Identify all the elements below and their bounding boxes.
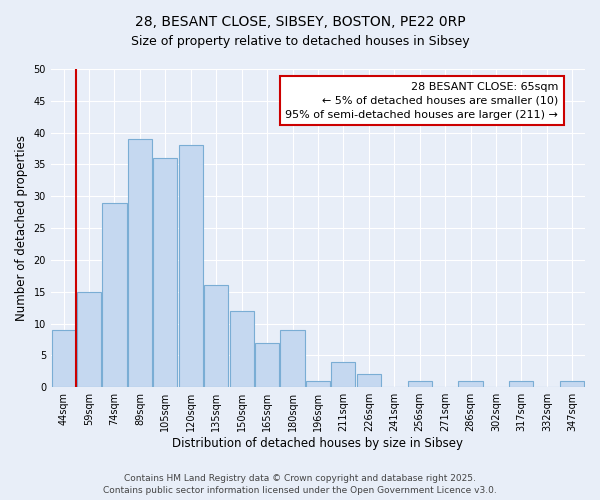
Bar <box>560 381 584 387</box>
Bar <box>103 202 127 387</box>
Text: Contains HM Land Registry data © Crown copyright and database right 2025.
Contai: Contains HM Land Registry data © Crown c… <box>103 474 497 495</box>
Bar <box>52 330 76 387</box>
Bar <box>509 381 533 387</box>
Bar <box>204 286 229 387</box>
Bar <box>280 330 305 387</box>
Bar <box>331 362 355 387</box>
Y-axis label: Number of detached properties: Number of detached properties <box>15 135 28 321</box>
X-axis label: Distribution of detached houses by size in Sibsey: Distribution of detached houses by size … <box>172 437 463 450</box>
Bar <box>458 381 482 387</box>
Bar <box>77 292 101 387</box>
Bar <box>407 381 432 387</box>
Bar <box>230 311 254 387</box>
Text: Size of property relative to detached houses in Sibsey: Size of property relative to detached ho… <box>131 35 469 48</box>
Bar <box>306 381 330 387</box>
Bar <box>357 374 381 387</box>
Text: 28, BESANT CLOSE, SIBSEY, BOSTON, PE22 0RP: 28, BESANT CLOSE, SIBSEY, BOSTON, PE22 0… <box>134 15 466 29</box>
Bar <box>179 146 203 387</box>
Bar <box>255 342 279 387</box>
Bar <box>153 158 178 387</box>
Text: 28 BESANT CLOSE: 65sqm
← 5% of detached houses are smaller (10)
95% of semi-deta: 28 BESANT CLOSE: 65sqm ← 5% of detached … <box>286 82 558 120</box>
Bar <box>128 139 152 387</box>
